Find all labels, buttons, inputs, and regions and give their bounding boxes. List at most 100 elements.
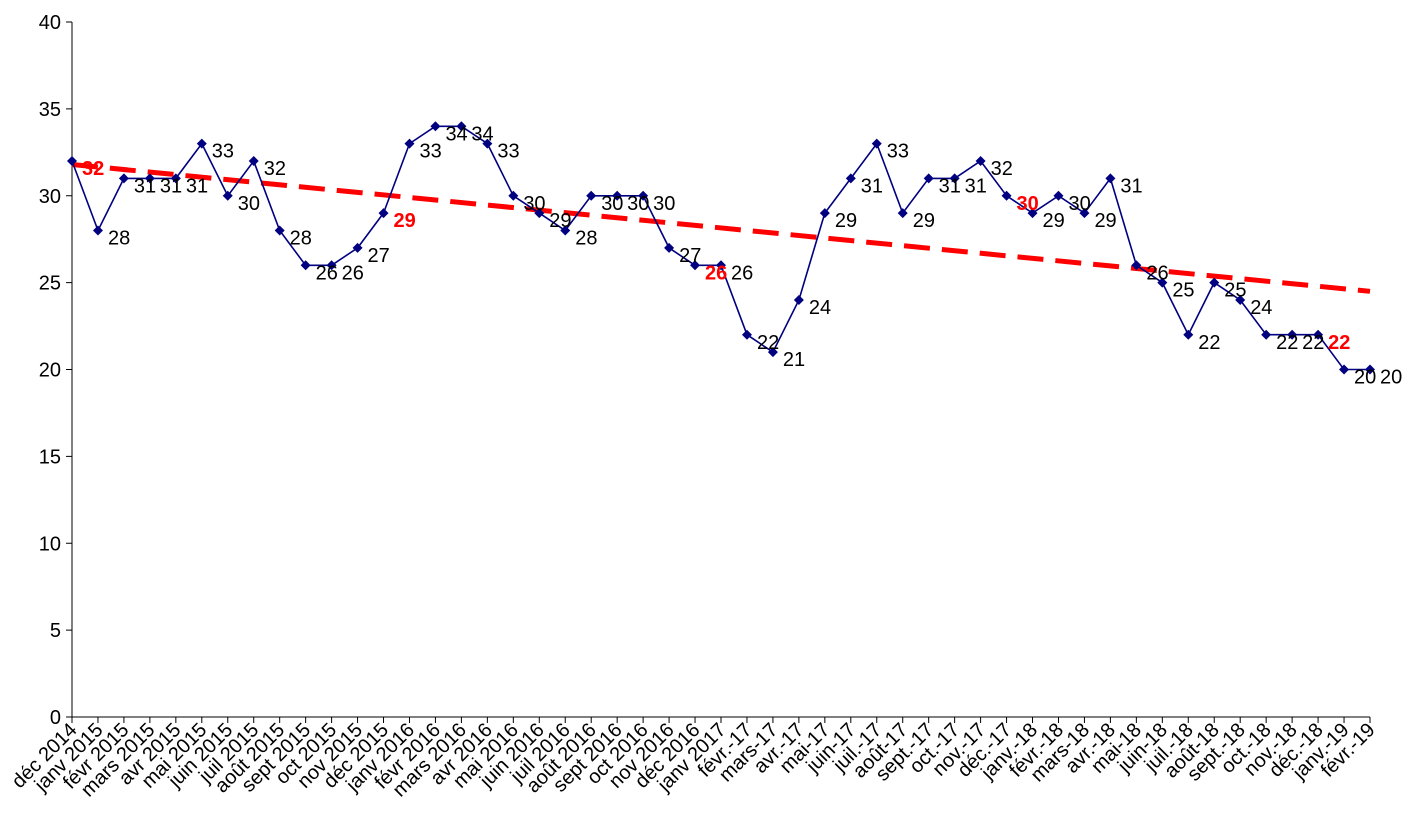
trendline [71,161,1371,294]
data-label: 27 [368,245,390,267]
data-point-marker [378,208,389,219]
data-label: 33 [212,141,234,163]
data-label: 31 [160,175,182,197]
data-label: 28 [290,228,312,250]
y-tick-label: 10 [39,533,61,555]
data-point-marker [975,156,986,166]
y-tick-label: 5 [50,620,61,642]
data-label: 30 [1017,193,1039,215]
data-label: 22 [1302,332,1324,354]
data-point-marker [690,260,701,271]
data-point-marker [871,138,882,149]
data-point-marker [1183,329,1194,340]
data-label: 26 [342,262,364,284]
data-label: 31 [1120,175,1142,197]
data-label: 32 [991,158,1013,180]
data-point-marker [92,225,103,236]
trendline-line [71,161,1371,294]
data-label: 21 [783,349,805,371]
data-label: 29 [835,210,857,232]
y-tick-label: 35 [39,99,61,121]
data-point-marker [1313,329,1324,340]
data-label: 29 [1043,210,1065,232]
data-point-marker [1001,190,1012,201]
data-label: 22 [1328,332,1350,354]
data-label: 34 [471,123,493,145]
data-label: 29 [1094,210,1116,232]
data-point-marker [1209,277,1220,288]
data-label: 31 [861,175,883,197]
data-point-marker [560,225,571,236]
data-point-marker [508,190,519,201]
data-label: 20 [1354,367,1376,389]
y-tick-label: 15 [39,446,61,468]
data-label: 30 [601,193,623,215]
data-point-marker [144,173,155,184]
data-label: 24 [1250,297,1272,319]
data-point-marker [430,121,441,132]
data-point-marker [1339,364,1350,375]
data-point-marker [248,156,259,166]
data-point-marker [482,138,493,149]
data-point-marker [664,242,675,253]
data-point-marker [1053,190,1064,201]
data-point-marker [300,260,311,271]
data-label: 26 [731,262,753,284]
data-point-marker [586,190,597,201]
data-label: 25 [1224,280,1246,302]
data-label: 28 [108,228,130,250]
data-point-marker [793,295,804,305]
data-label: 30 [238,193,260,215]
data-label: 31 [939,175,961,197]
data-point-marker [897,208,908,219]
data-label: 30 [653,193,675,215]
data-point-marker [716,260,726,271]
data-label: 31 [134,175,156,197]
data-label: 29 [394,210,416,232]
data-point-marker [1027,208,1038,219]
y-tick-label: 40 [39,12,61,34]
data-point-marker [767,347,778,358]
data-point-marker [222,190,233,201]
data-label: 29 [549,210,571,232]
data-label: 25 [1172,280,1194,302]
data-label: 24 [809,297,831,319]
series-markers [67,121,1375,375]
data-label: 28 [575,228,597,250]
data-point-marker [1287,329,1298,340]
data-point-marker [118,173,129,184]
data-point-marker [949,173,960,184]
data-point-marker [612,190,623,201]
data-point-marker [1131,260,1142,271]
data-label: 26 [705,262,727,284]
data-label: 29 [913,210,935,232]
data-label: 22 [1198,332,1220,354]
data-point-marker [456,121,467,132]
data-point-marker [67,156,77,166]
data-label: 26 [1146,262,1168,284]
data-label: 32 [82,158,104,180]
data-point-marker [196,138,207,149]
data-label: 22 [1276,332,1298,354]
data-label: 30 [523,193,545,215]
data-label: 32 [264,158,286,180]
data-point-marker [326,260,337,271]
data-label: 27 [679,245,701,267]
data-label: 22 [757,332,779,354]
data-point-marker [1157,277,1168,288]
data-label: 33 [419,141,441,163]
data-point-marker [819,208,830,219]
data-label: 26 [316,262,338,284]
data-point-marker [534,208,545,219]
data-point-marker [170,173,181,184]
y-tick-label: 30 [39,186,61,208]
data-point-marker [1365,364,1375,375]
data-point-marker [1105,173,1116,184]
data-label: 20 [1380,367,1402,389]
data-label: 33 [497,141,519,163]
data-label: 33 [887,141,909,163]
data-label: 30 [1068,193,1090,215]
